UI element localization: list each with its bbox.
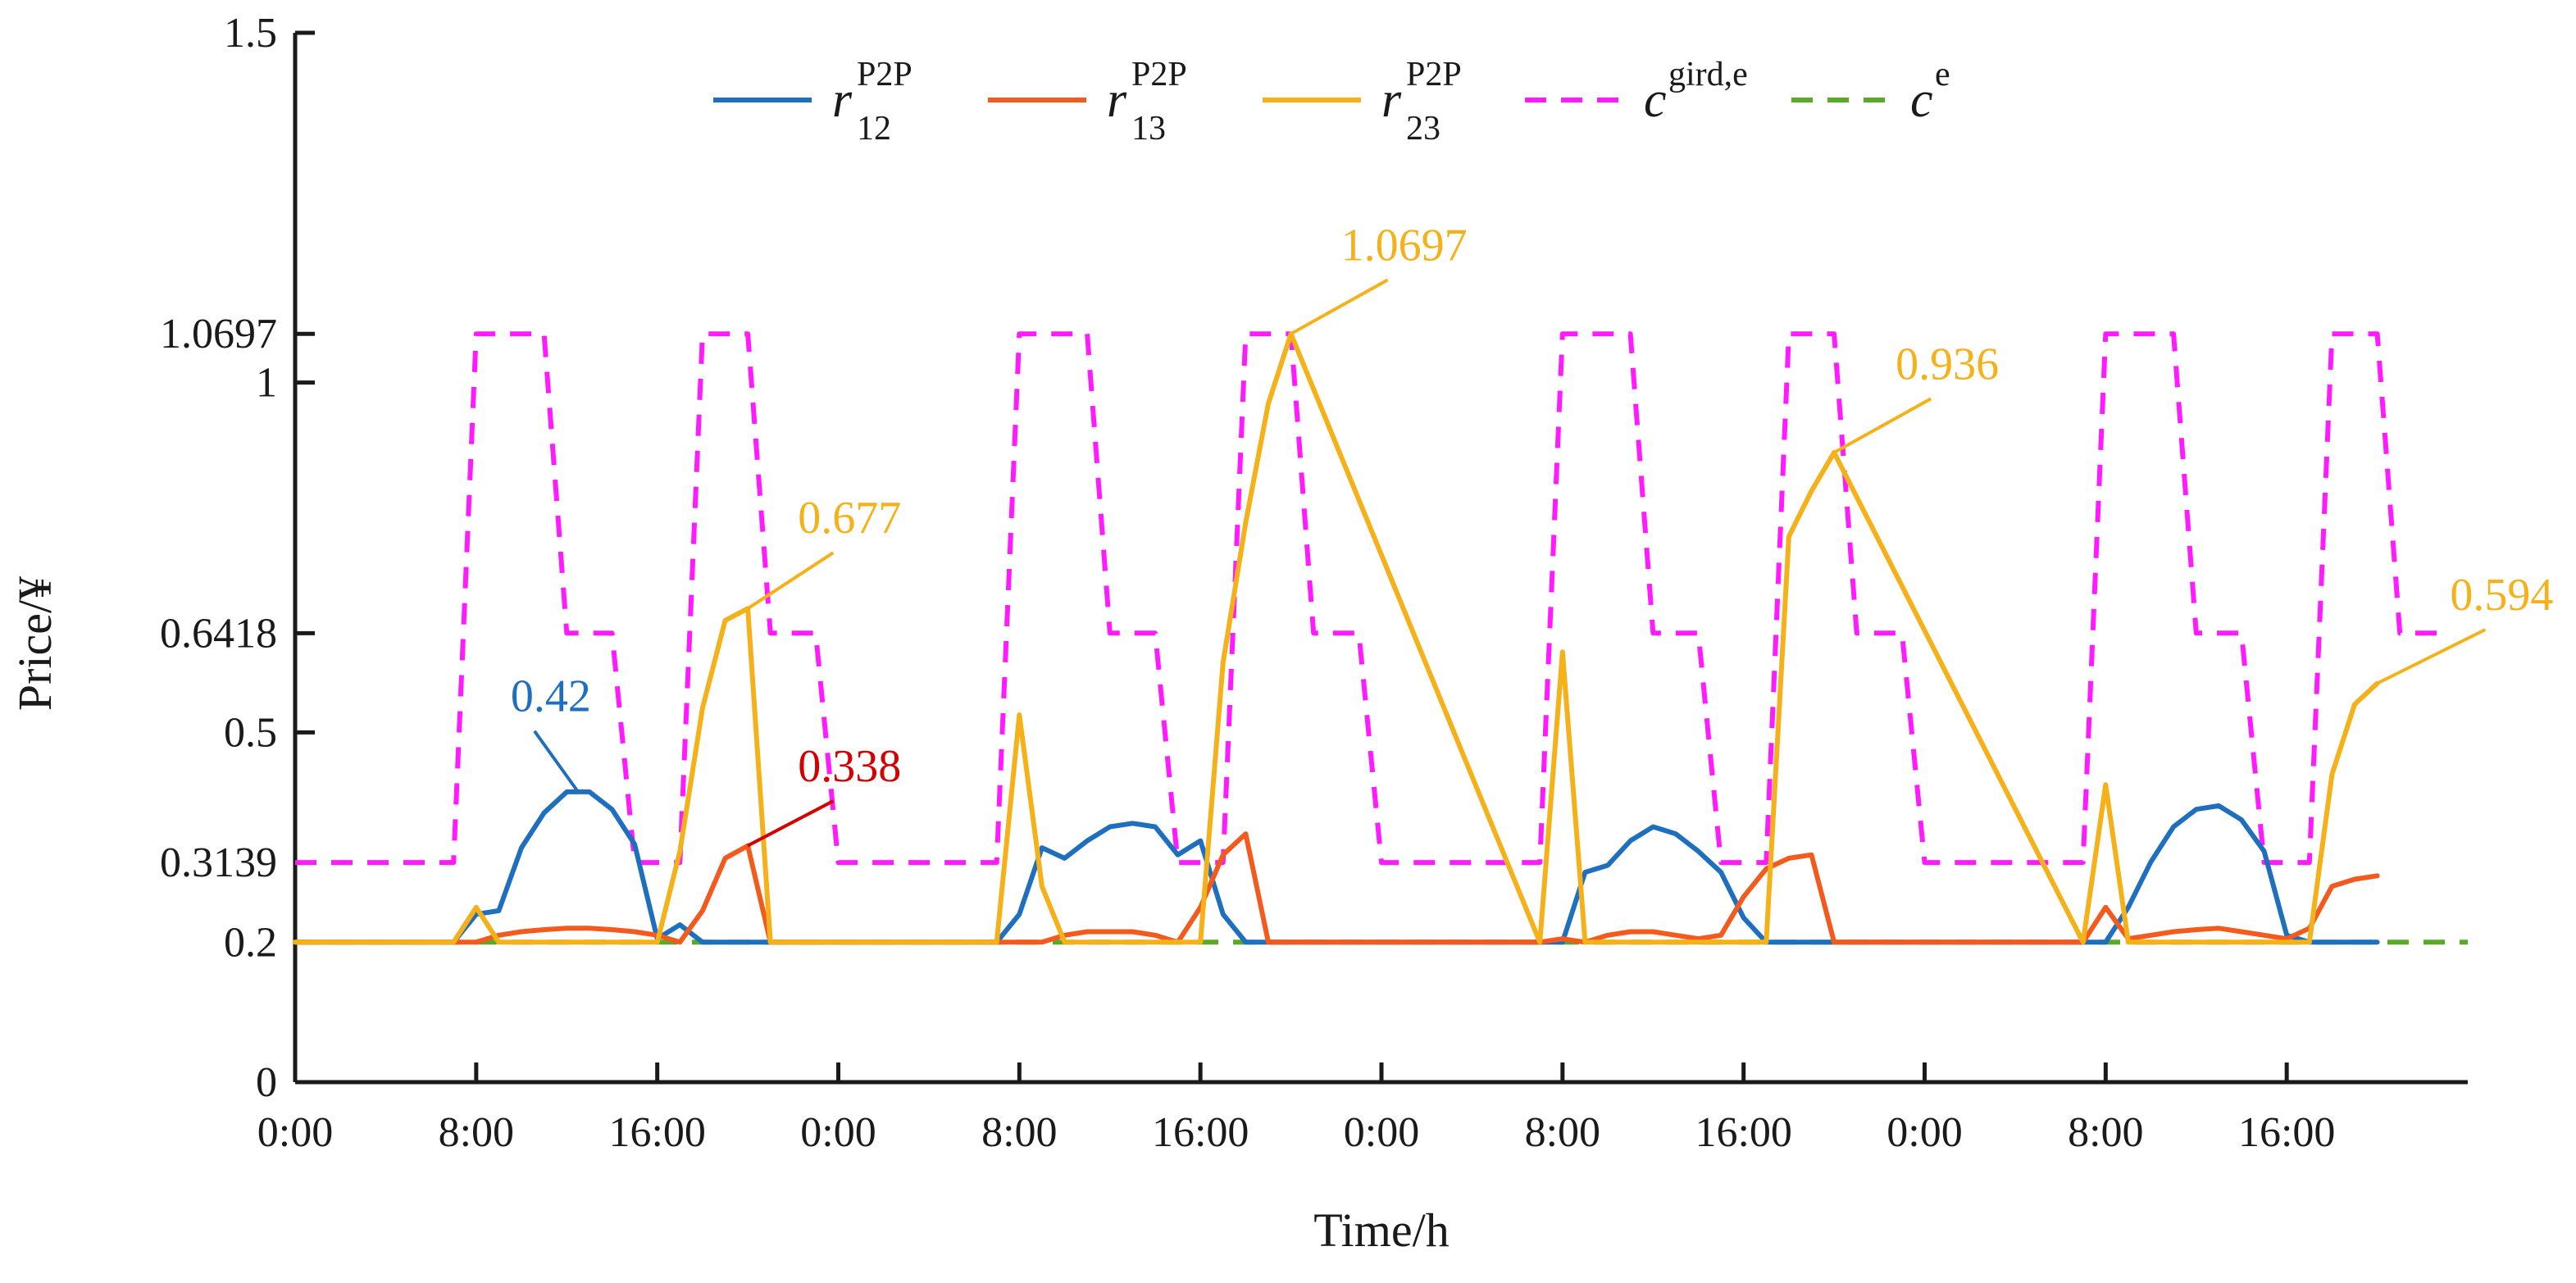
x-tick-label: 16:00 xyxy=(2238,1109,2335,1156)
annotation-leader xyxy=(2376,628,2487,685)
series-line-c_gird_e xyxy=(295,331,2446,866)
series-line-r23_P2P xyxy=(293,331,2380,945)
annotation-label: 0.594 xyxy=(2450,570,2553,621)
x-tick-label: 0:00 xyxy=(257,1109,333,1156)
legend-sub-r12: 12 xyxy=(857,110,891,148)
y-tick-label: 0.3139 xyxy=(160,839,277,886)
y-tick-label: 0.6418 xyxy=(160,610,277,657)
legend-sub-r23: 23 xyxy=(1406,110,1440,148)
annotation-label: 0.677 xyxy=(798,493,901,544)
annotation-label: 0.42 xyxy=(511,671,591,722)
y-tick-label: 0.2 xyxy=(224,919,277,966)
legend-label-r23: r xyxy=(1381,72,1402,128)
series-layer xyxy=(293,331,2468,945)
x-tick-label: 0:00 xyxy=(1344,1109,1419,1156)
annotation-label: 0.338 xyxy=(798,741,901,792)
x-tick-label: 16:00 xyxy=(608,1109,705,1156)
x-tick-label: 8:00 xyxy=(2068,1109,2143,1156)
y-tick-label: 1 xyxy=(256,360,277,407)
legend-sup-ce: e xyxy=(1935,56,1950,93)
x-tick-label: 16:00 xyxy=(1695,1109,1791,1156)
legend-sup-cgrid: gird,e xyxy=(1668,56,1748,93)
legend-label-r12: r xyxy=(832,72,853,128)
x-tick-label: 8:00 xyxy=(439,1109,514,1156)
x-tick-label: 0:00 xyxy=(800,1109,876,1156)
annotation-label: 1.0697 xyxy=(1341,220,1468,271)
legend-sup-r12: P2P xyxy=(857,56,913,93)
annotation-label: 0.936 xyxy=(1896,339,1999,389)
annotation-leader xyxy=(1833,397,1932,454)
legend-label-ce: c xyxy=(1910,72,1933,128)
legend-sub-r13: 13 xyxy=(1131,110,1166,148)
legend-sup-r13: P2P xyxy=(1131,56,1187,93)
y-tick-label: 0 xyxy=(256,1059,277,1106)
y-tick-label: 1.5 xyxy=(224,10,277,57)
y-axis-title: Price/¥ xyxy=(8,576,61,711)
series-line-r12_P2P xyxy=(293,789,2380,945)
x-tick-label: 0:00 xyxy=(1886,1109,1962,1156)
annotation-leader xyxy=(533,730,580,794)
legend-sup-r23: P2P xyxy=(1406,56,1462,93)
x-tick-label: 8:00 xyxy=(981,1109,1057,1156)
y-tick-label: 1.0697 xyxy=(160,311,277,357)
annotation-leader xyxy=(746,551,835,610)
legend-label-cgrid: c xyxy=(1644,72,1667,128)
annotation-layer: 0.42 0.338 0.677 1.0697 0.936 0.594 xyxy=(511,220,2553,848)
x-tick-label: 16:00 xyxy=(1152,1109,1249,1156)
y-tick-label: 0.5 xyxy=(224,709,277,756)
annotation-leader xyxy=(747,799,835,848)
series-line-r13_P2P xyxy=(293,831,2380,945)
x-axis-title: Time/h xyxy=(1313,1203,1449,1257)
legend-label-r13: r xyxy=(1107,72,1127,128)
annotation-leader xyxy=(1290,278,1389,335)
x-tick-label: 8:00 xyxy=(1525,1109,1600,1156)
